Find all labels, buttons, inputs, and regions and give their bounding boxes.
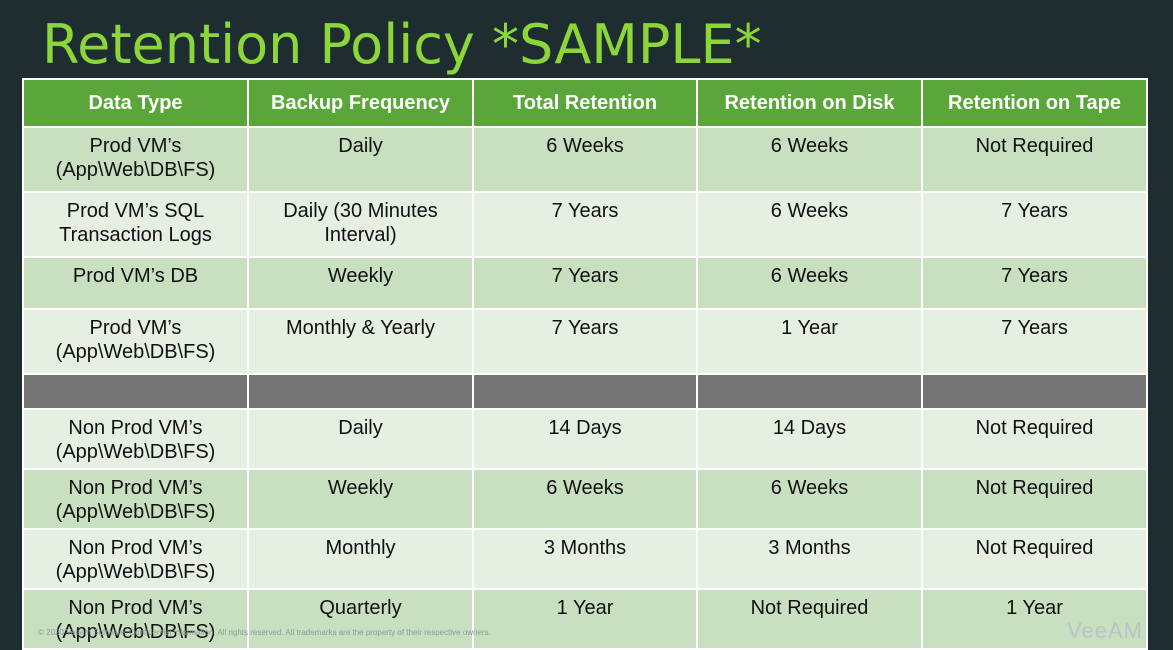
cell-data-type: Prod VM’s (App\Web\DB\FS) bbox=[22, 126, 249, 193]
cell-backup-frequency: Daily bbox=[247, 126, 474, 193]
cell-total-retention: 7 Years bbox=[472, 191, 698, 258]
separator-cell bbox=[472, 373, 698, 410]
table-row: Prod VM’s DB Weekly 7 Years 6 Weeks 7 Ye… bbox=[22, 256, 1148, 310]
header-retention-on-tape: Retention on Tape bbox=[921, 78, 1148, 128]
cell-retention-on-disk: 3 Months bbox=[696, 528, 923, 590]
cell-backup-frequency: Daily bbox=[247, 408, 474, 470]
cell-total-retention: 6 Weeks bbox=[472, 126, 698, 193]
cell-retention-on-tape: Not Required bbox=[921, 408, 1148, 470]
cell-retention-on-tape: Not Required bbox=[921, 468, 1148, 530]
cell-data-type: Non Prod VM’s (App\Web\DB\FS) bbox=[22, 408, 249, 470]
cell-total-retention: 3 Months bbox=[472, 528, 698, 590]
header-total-retention: Total Retention bbox=[472, 78, 698, 128]
cell-retention-on-tape: Not Required bbox=[921, 528, 1148, 590]
cell-retention-on-tape: 7 Years bbox=[921, 308, 1148, 375]
cell-data-type: Prod VM’s DB bbox=[22, 256, 249, 310]
cell-retention-on-tape: 7 Years bbox=[921, 256, 1148, 310]
separator-cell bbox=[247, 373, 474, 410]
cell-backup-frequency: Daily (30 Minutes Interval) bbox=[247, 191, 474, 258]
table-row: Prod VM’s SQL Transaction Logs Daily (30… bbox=[22, 191, 1148, 258]
cell-total-retention: 7 Years bbox=[472, 256, 698, 310]
cell-backup-frequency: Quarterly bbox=[247, 588, 474, 650]
cell-backup-frequency: Weekly bbox=[247, 256, 474, 310]
table-header-row: Data Type Backup Frequency Total Retenti… bbox=[22, 78, 1148, 128]
table-row: Prod VM’s (App\Web\DB\FS) Monthly & Year… bbox=[22, 308, 1148, 375]
cell-retention-on-tape: Not Required bbox=[921, 126, 1148, 193]
retention-policy-table: Data Type Backup Frequency Total Retenti… bbox=[22, 78, 1148, 650]
cell-total-retention: 1 Year bbox=[472, 588, 698, 650]
cell-retention-on-disk: 14 Days bbox=[696, 408, 923, 470]
cell-retention-on-disk: 6 Weeks bbox=[696, 126, 923, 193]
cell-data-type: Prod VM’s (App\Web\DB\FS) bbox=[22, 308, 249, 375]
header-backup-frequency: Backup Frequency bbox=[247, 78, 474, 128]
table-row: Non Prod VM’s (App\Web\DB\FS) Quarterly … bbox=[22, 588, 1148, 650]
section-separator-row bbox=[22, 373, 1148, 410]
veeam-logo: VeeAM bbox=[1067, 618, 1143, 643]
cell-retention-on-disk: 6 Weeks bbox=[696, 256, 923, 310]
separator-cell bbox=[22, 373, 249, 410]
cell-total-retention: 6 Weeks bbox=[472, 468, 698, 530]
separator-cell bbox=[696, 373, 923, 410]
separator-cell bbox=[921, 373, 1148, 410]
cell-backup-frequency: Monthly & Yearly bbox=[247, 308, 474, 375]
cell-retention-on-tape: 7 Years bbox=[921, 191, 1148, 258]
table-row: Non Prod VM’s (App\Web\DB\FS) Daily 14 D… bbox=[22, 408, 1148, 470]
header-data-type: Data Type bbox=[22, 78, 249, 128]
cell-data-type: Non Prod VM’s (App\Web\DB\FS) bbox=[22, 468, 249, 530]
table-row: Non Prod VM’s (App\Web\DB\FS) Monthly 3 … bbox=[22, 528, 1148, 590]
cell-backup-frequency: Weekly bbox=[247, 468, 474, 530]
cell-data-type: Non Prod VM’s (App\Web\DB\FS) bbox=[22, 528, 249, 590]
copyright-footer: © 2020 Veeam Software. Confidential info… bbox=[38, 628, 491, 637]
cell-total-retention: 14 Days bbox=[472, 408, 698, 470]
cell-retention-on-tape: 1 Year bbox=[921, 588, 1148, 650]
table-row: Non Prod VM’s (App\Web\DB\FS) Weekly 6 W… bbox=[22, 468, 1148, 530]
cell-total-retention: 7 Years bbox=[472, 308, 698, 375]
cell-backup-frequency: Monthly bbox=[247, 528, 474, 590]
cell-retention-on-disk: Not Required bbox=[696, 588, 923, 650]
cell-data-type: Prod VM’s SQL Transaction Logs bbox=[22, 191, 249, 258]
header-retention-on-disk: Retention on Disk bbox=[696, 78, 923, 128]
cell-retention-on-disk: 6 Weeks bbox=[696, 468, 923, 530]
cell-data-type: Non Prod VM’s (App\Web\DB\FS) bbox=[22, 588, 249, 650]
cell-retention-on-disk: 1 Year bbox=[696, 308, 923, 375]
cell-retention-on-disk: 6 Weeks bbox=[696, 191, 923, 258]
table-row: Prod VM’s (App\Web\DB\FS) Daily 6 Weeks … bbox=[22, 126, 1148, 193]
slide-title: Retention Policy *SAMPLE* bbox=[42, 13, 762, 76]
